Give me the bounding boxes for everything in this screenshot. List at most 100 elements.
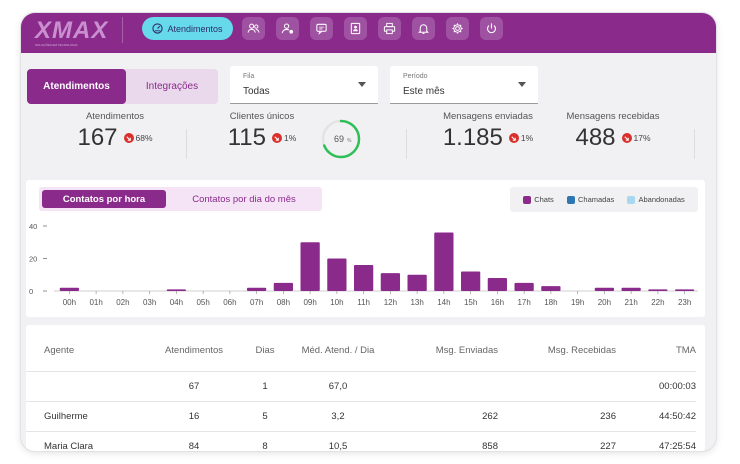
periodo-select[interactable]: Período Este mês: [390, 66, 538, 104]
cell-tma: 44:50:42: [624, 400, 696, 431]
bell-icon: [418, 24, 429, 34]
caret-down-icon: [358, 82, 366, 87]
legend-swatch: [523, 195, 532, 204]
bar-00h: [59, 287, 80, 291]
printer-icon: [383, 22, 396, 35]
gauge-value: 69: [334, 134, 344, 144]
top-navbar: XMAX SOLUÇÕES EM TECNOLOGIA Atendimentos: [21, 13, 716, 53]
legend-item-chamadas[interactable]: Chamadas: [567, 195, 614, 204]
bar-12h: [380, 273, 401, 291]
stat-mensagens-recebidas: Mensagens recebidas 488 17%: [558, 111, 668, 152]
agents-table: Agente Atendimentos Dias Méd. Atend. / D…: [26, 325, 696, 451]
fila-select-value: Todas: [243, 86, 270, 97]
table-row[interactable]: 67 1 67,0 00:00:03: [26, 370, 696, 401]
chat-icon: [316, 23, 327, 35]
table-header-row: Agente Atendimentos Dias Méd. Atend. / D…: [26, 325, 696, 371]
cell-dias: 1: [242, 370, 288, 401]
table-row[interactable]: Maria Clara 84 8 10,5 858 227 47:25:54: [26, 430, 696, 451]
cell-tma: 00:00:03: [624, 370, 696, 401]
col-dias[interactable]: Dias: [255, 345, 275, 357]
bar-21h: [621, 287, 641, 291]
bar-18h: [541, 286, 561, 291]
bar-11h: [353, 265, 374, 291]
nav-user-status-button[interactable]: [276, 17, 299, 40]
cell-recebidas: 227: [506, 430, 624, 451]
periodo-select-value: Este mês: [403, 86, 445, 97]
nav-settings-button[interactable]: [446, 17, 469, 40]
col-msg-recebidas[interactable]: Msg. Recebidas: [547, 345, 616, 357]
stat-atendimentos: Atendimentos 167 68%: [60, 111, 170, 152]
tab-contatos-por-hora[interactable]: Contatos por hora: [42, 190, 166, 208]
x-tick-label: 05h: [196, 298, 209, 307]
gauge-chart: 69 %: [321, 119, 361, 159]
nav-logout-button[interactable]: [480, 17, 503, 40]
cell-atendimentos: 67: [146, 370, 242, 401]
cell-enviadas: [388, 370, 506, 401]
trend-down-icon: [123, 133, 134, 143]
tab-atendimentos[interactable]: Atendimentos: [27, 69, 126, 104]
periodo-select-label: Período: [403, 73, 428, 80]
nav-contacts-button[interactable]: [344, 17, 367, 40]
gear-icon: [452, 23, 463, 34]
cell-atendimentos: 84: [146, 430, 242, 451]
stat-title: Mensagens recebidas: [566, 111, 660, 122]
col-agente[interactable]: Agente: [44, 345, 75, 357]
bar-07h: [246, 287, 267, 291]
gauge-arc: [321, 119, 361, 159]
fila-select[interactable]: Fila Todas: [230, 66, 378, 104]
stat-divider: [186, 129, 187, 159]
col-atendimentos[interactable]: Atendimentos: [164, 345, 224, 357]
x-tick-label: 01h: [89, 298, 102, 307]
stat-value: 167: [77, 124, 118, 151]
col-msg-enviadas[interactable]: Msg. Enviadas: [435, 345, 498, 357]
bar-13h: [407, 274, 427, 291]
cell-media: 67,0: [288, 370, 388, 401]
tab-contatos-por-dia[interactable]: Contatos por dia do mês: [192, 193, 296, 205]
legend-label: Abandonadas: [638, 195, 685, 204]
stat-percent: 17%: [633, 133, 651, 143]
tab-integracoes[interactable]: Integrações: [145, 81, 199, 92]
x-tick-label: 20h: [598, 298, 611, 307]
bar-14h: [434, 232, 454, 291]
users-icon: [247, 23, 260, 33]
x-tick-label: 22h: [651, 298, 664, 307]
bar-04h: [166, 289, 187, 291]
chart-tabs: Contatos por hora Contatos por dia do mê…: [39, 187, 322, 211]
stat-percent: 1%: [283, 133, 297, 143]
stat-percent: 68%: [135, 133, 153, 143]
x-tick-label: 15h: [464, 298, 477, 307]
agents-table-card: Agente Atendimentos Dias Méd. Atend. / D…: [26, 325, 705, 451]
col-tma[interactable]: TMA: [675, 345, 696, 357]
x-tick-label: 07h: [250, 298, 263, 307]
table-row[interactable]: Guilherme 16 5 3,2 262 236 44:50:42: [26, 400, 696, 431]
bar-23h: [674, 289, 695, 291]
logo: XMAX SOLUÇÕES EM TECNOLOGIA: [29, 17, 107, 47]
legend-item-chats[interactable]: Chats: [523, 195, 554, 204]
col-media-atend-dia[interactable]: Méd. Atend. / Dia: [301, 345, 375, 357]
bar-08h: [273, 282, 294, 291]
nav-print-button[interactable]: [378, 17, 401, 40]
cell-recebidas: [506, 370, 624, 401]
stat-divider: [406, 129, 407, 159]
bar-22h: [648, 289, 668, 291]
x-tick-label: 00h: [63, 298, 76, 307]
cell-atendimentos: 16: [146, 400, 242, 431]
bar-16h: [487, 278, 508, 291]
cell-agente: Maria Clara: [26, 430, 146, 451]
bar-10h: [327, 258, 347, 291]
nav-users-button[interactable]: [242, 17, 265, 40]
nav-notifications-button[interactable]: [412, 17, 435, 40]
caret-down-icon: [518, 82, 526, 87]
power-icon: [486, 23, 497, 34]
stat-title: Atendimentos: [85, 111, 145, 122]
stat-value: 1.185: [442, 124, 503, 151]
nav-chat-button[interactable]: [310, 17, 333, 40]
stat-mensagens-enviadas: Mensagens enviadas 1.185 1%: [438, 111, 538, 152]
nav-atendimentos-button[interactable]: Atendimentos: [142, 17, 233, 40]
bar-chart: 0 20 40 00h 01h 02h 03h 04h 05h 06h 07h 08h 09h 10h 11…: [29, 222, 698, 307]
y-tick-label: 0: [29, 287, 33, 296]
x-tick-label: 18h: [544, 298, 557, 307]
chart-legend: Chats Chamadas Abandonadas: [510, 187, 698, 212]
legend-item-abandonadas[interactable]: Abandonadas: [627, 195, 685, 204]
bar-09h: [300, 242, 320, 291]
